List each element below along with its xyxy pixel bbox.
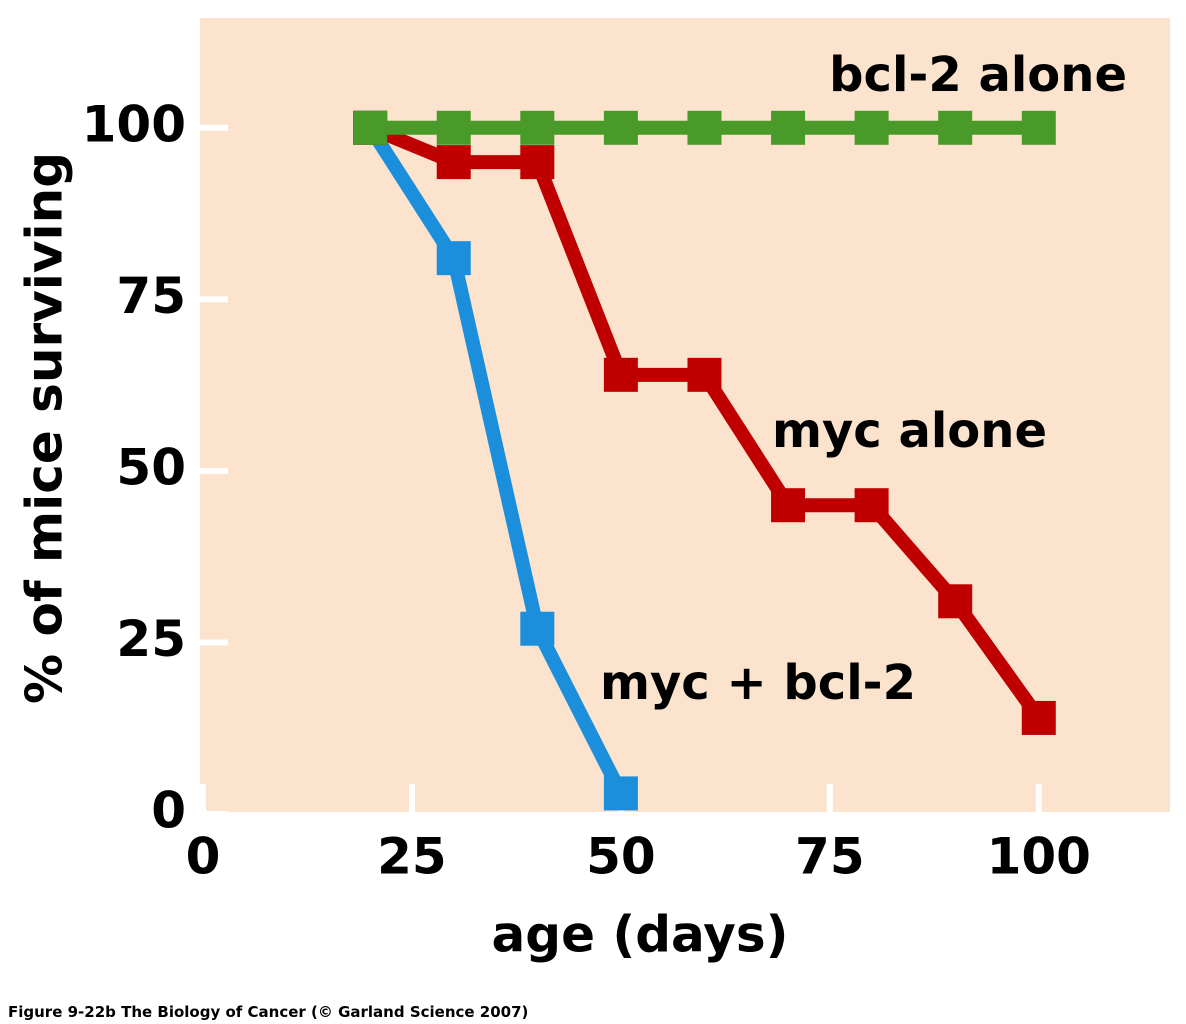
marker: [436, 145, 471, 180]
marker: [1021, 700, 1056, 735]
marker: [938, 110, 973, 145]
y-tick-label: 100: [82, 95, 186, 153]
marker: [436, 241, 471, 276]
y-tick-label: 75: [116, 267, 186, 325]
marker: [353, 110, 388, 145]
x-tick-label: 100: [987, 828, 1091, 886]
marker: [687, 357, 722, 392]
marker: [854, 110, 889, 145]
series-line: [364, 124, 628, 797]
series-label: bcl-2 alone: [829, 47, 1127, 103]
x-tick-label: 75: [795, 828, 865, 886]
x-tick-label: 0: [186, 828, 221, 886]
marker: [603, 110, 638, 145]
marker: [1021, 110, 1056, 145]
caption: Figure 9-22b The Biology of Cancer (© Ga…: [8, 1003, 528, 1021]
y-tick-label: 50: [116, 438, 186, 496]
x-tick-label: 50: [586, 828, 656, 886]
x-tick-label: 25: [377, 828, 447, 886]
marker: [771, 488, 806, 523]
marker: [520, 611, 555, 646]
series-label: myc alone: [772, 403, 1047, 459]
y-axis-title: % of mice surviving: [16, 152, 74, 704]
marker: [436, 110, 471, 145]
marker: [854, 488, 889, 523]
marker: [771, 110, 806, 145]
marker: [687, 110, 722, 145]
x-axis-title: age (days): [492, 906, 789, 964]
y-tick-label: 25: [116, 610, 186, 668]
marker: [603, 776, 638, 811]
marker: [520, 110, 555, 145]
y-tick-label: 0: [151, 782, 186, 840]
marker: [603, 357, 638, 392]
marker: [520, 145, 555, 180]
series-label: myc + bcl-2: [600, 655, 916, 711]
marker: [938, 584, 973, 619]
